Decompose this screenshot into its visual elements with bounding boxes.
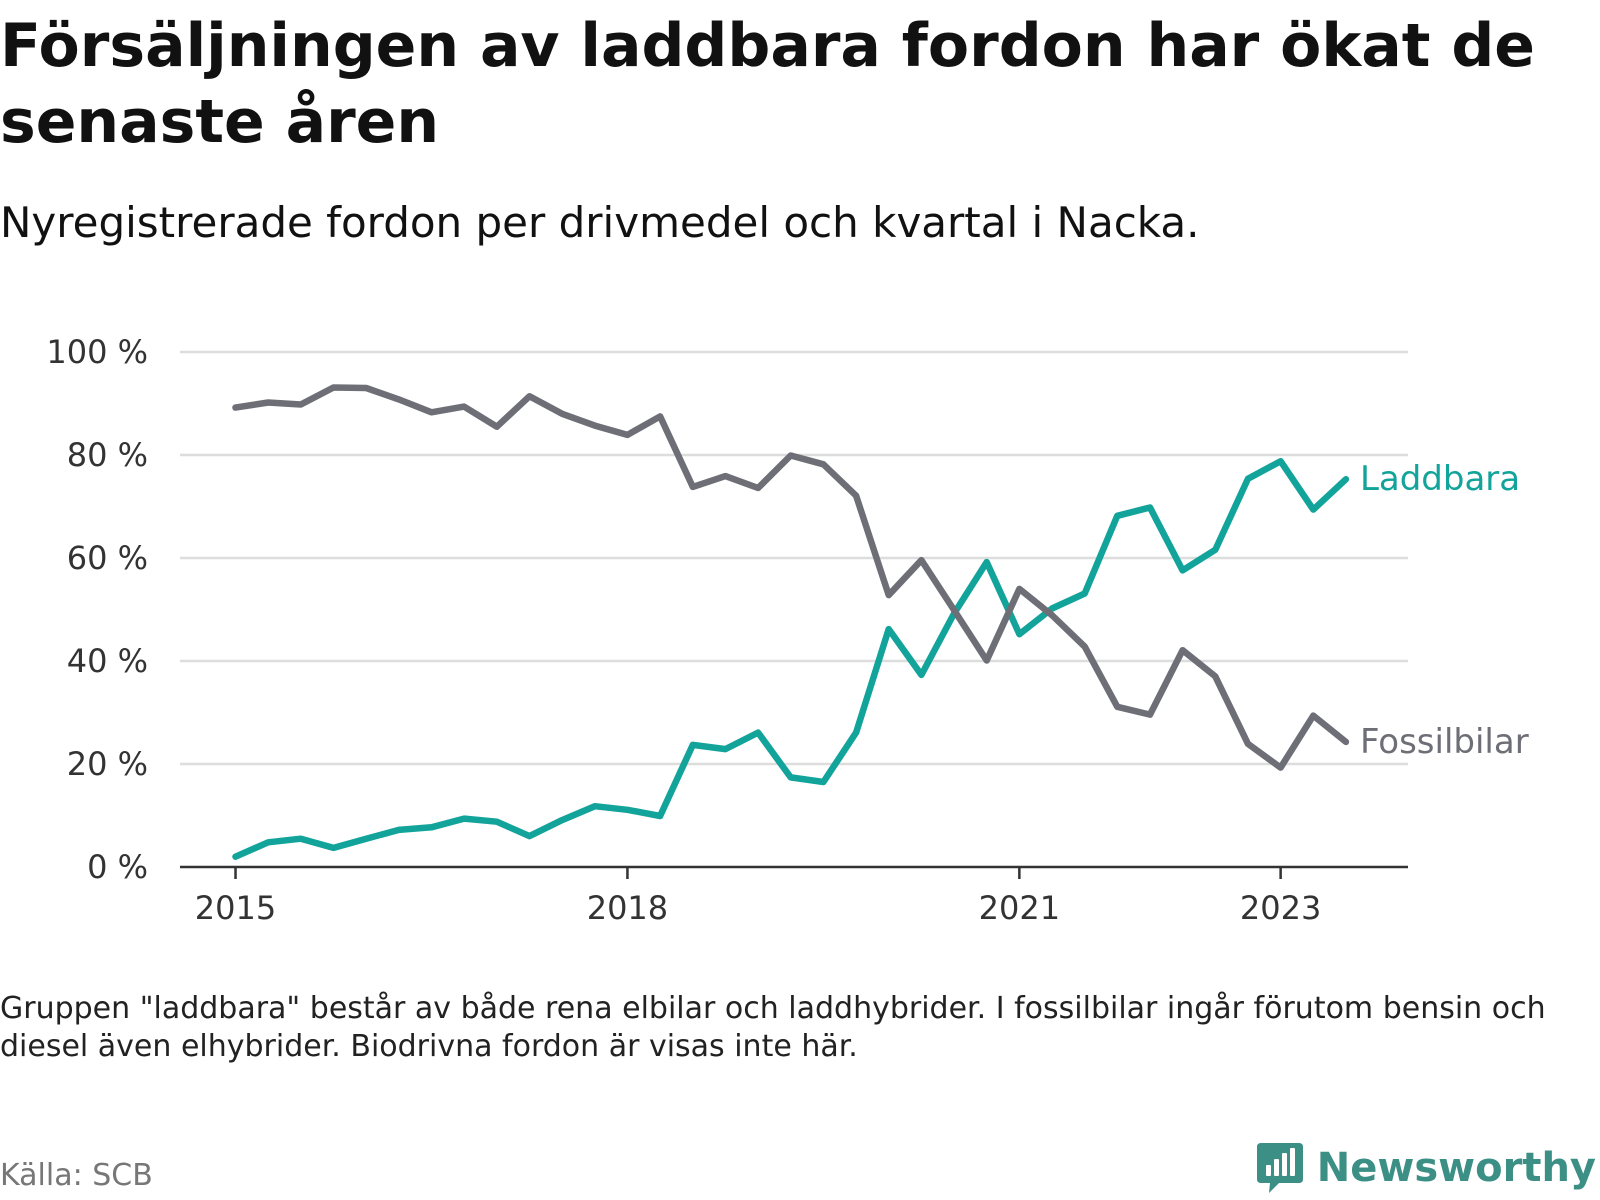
newsworthy-logo-icon	[1256, 1143, 1303, 1193]
y-tick-label: 80 %	[67, 436, 148, 474]
x-tick-label: 2015	[195, 889, 276, 927]
footnote: Gruppen "laddbara" består av både rena e…	[0, 991, 1546, 1064]
line-chart: 0 % 20 % 40 % 60 % 80 % 100 % 2015 2018 2021 202…	[46, 333, 1529, 927]
series-line-laddbara	[232, 457, 1350, 860]
x-tick-label: 2021	[979, 889, 1060, 927]
series-labels: Laddbara Fossilbilar	[1360, 459, 1529, 762]
x-tick-label: 2023	[1240, 889, 1321, 927]
x-tick-label: 2018	[587, 889, 668, 927]
chart-subtitle: Nyregistrerade fordon per drivmedel och …	[0, 198, 1200, 247]
y-tick-label: 60 %	[67, 539, 148, 577]
gridlines	[180, 350, 1408, 766]
series-label-fossilbilar: Fossilbilar	[1360, 722, 1529, 762]
newsworthy-brand-name: Newsworthy	[1316, 1145, 1596, 1191]
series-lines	[232, 384, 1350, 860]
y-tick-label: 100 %	[46, 333, 148, 371]
series-line-fossilbilar	[232, 384, 1350, 771]
y-axis-labels: 0 % 20 % 40 % 60 % 80 % 100 %	[46, 333, 148, 886]
y-tick-label: 20 %	[67, 745, 148, 783]
y-tick-label: 40 %	[67, 642, 148, 680]
source-credit: Källa: SCB	[0, 1158, 153, 1193]
series-label-laddbara: Laddbara	[1360, 459, 1520, 499]
newsworthy-logo[interactable]: Newsworthy	[1255, 1142, 1596, 1194]
y-tick-label: 0 %	[87, 848, 148, 886]
chart-title: Försäljningen av laddbara fordon har öka…	[0, 11, 1535, 157]
x-axis: 2015 2018 2021 2023	[180, 865, 1408, 927]
